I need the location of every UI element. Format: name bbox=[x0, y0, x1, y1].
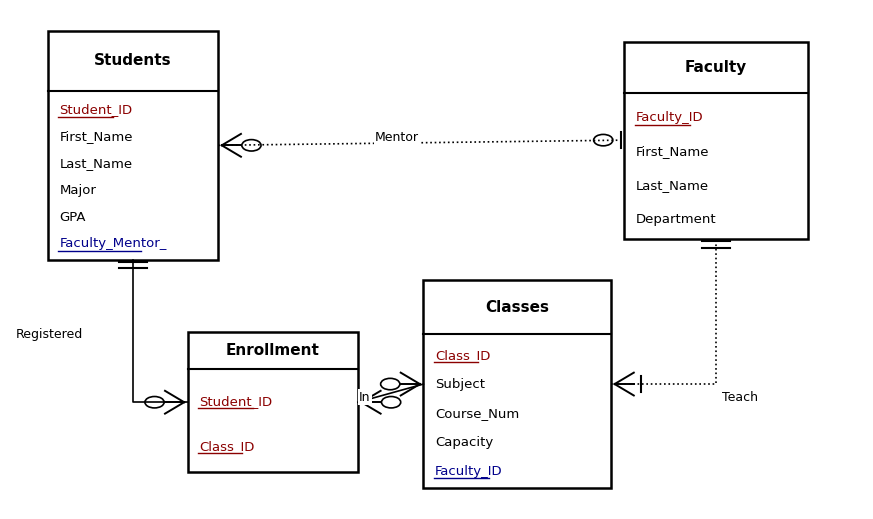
Text: Class_ID: Class_ID bbox=[435, 349, 490, 362]
Text: Last_Name: Last_Name bbox=[636, 179, 709, 192]
Text: Enrollment: Enrollment bbox=[226, 343, 320, 358]
Text: Department: Department bbox=[636, 213, 716, 226]
Text: Students: Students bbox=[94, 53, 172, 69]
Text: Faculty_ID: Faculty_ID bbox=[435, 465, 502, 477]
Text: Subject: Subject bbox=[435, 378, 485, 391]
Text: Student_ID: Student_ID bbox=[199, 394, 272, 407]
Bar bbox=[624, 42, 808, 239]
Text: Major: Major bbox=[59, 184, 96, 197]
Text: In: In bbox=[359, 390, 371, 404]
Bar bbox=[48, 31, 218, 260]
Text: Faculty_ID: Faculty_ID bbox=[636, 111, 703, 124]
Text: Mentor: Mentor bbox=[375, 131, 419, 144]
Text: Capacity: Capacity bbox=[435, 435, 493, 448]
Bar bbox=[423, 280, 611, 488]
Text: Faculty: Faculty bbox=[684, 60, 747, 75]
Text: Course_Num: Course_Num bbox=[435, 406, 519, 419]
Text: Faculty_Mentor_: Faculty_Mentor_ bbox=[59, 238, 167, 251]
Text: GPA: GPA bbox=[59, 211, 86, 224]
Text: Classes: Classes bbox=[485, 300, 549, 315]
Text: Student_ID: Student_ID bbox=[59, 103, 133, 116]
Text: Last_Name: Last_Name bbox=[59, 157, 133, 170]
Text: Teach: Teach bbox=[722, 390, 759, 404]
Text: Class_ID: Class_ID bbox=[199, 440, 254, 453]
Text: First_Name: First_Name bbox=[59, 130, 133, 143]
Bar bbox=[188, 332, 358, 472]
Text: Registered: Registered bbox=[16, 328, 84, 342]
Text: First_Name: First_Name bbox=[636, 145, 709, 158]
